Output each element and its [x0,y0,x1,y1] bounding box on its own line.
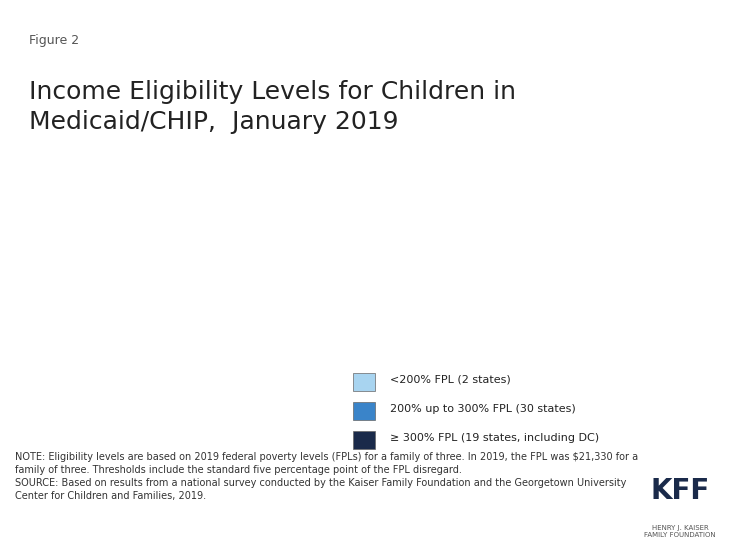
Text: Figure 2: Figure 2 [29,34,79,47]
FancyBboxPatch shape [353,402,375,420]
FancyBboxPatch shape [353,431,375,450]
Text: 200% up to 300% FPL (30 states): 200% up to 300% FPL (30 states) [390,404,576,414]
Text: <200% FPL (2 states): <200% FPL (2 states) [390,375,510,385]
Text: KFF: KFF [650,478,709,505]
Text: ≥ 300% FPL (19 states, including DC): ≥ 300% FPL (19 states, including DC) [390,433,599,443]
Text: Income Eligibility Levels for Children in
Medicaid/CHIP,  January 2019: Income Eligibility Levels for Children i… [29,80,516,134]
FancyBboxPatch shape [353,374,375,391]
Text: HENRY J. KAISER
FAMILY FOUNDATION: HENRY J. KAISER FAMILY FOUNDATION [644,525,716,538]
Text: NOTE: Eligibility levels are based on 2019 federal poverty levels (FPLs) for a f: NOTE: Eligibility levels are based on 20… [15,452,638,501]
